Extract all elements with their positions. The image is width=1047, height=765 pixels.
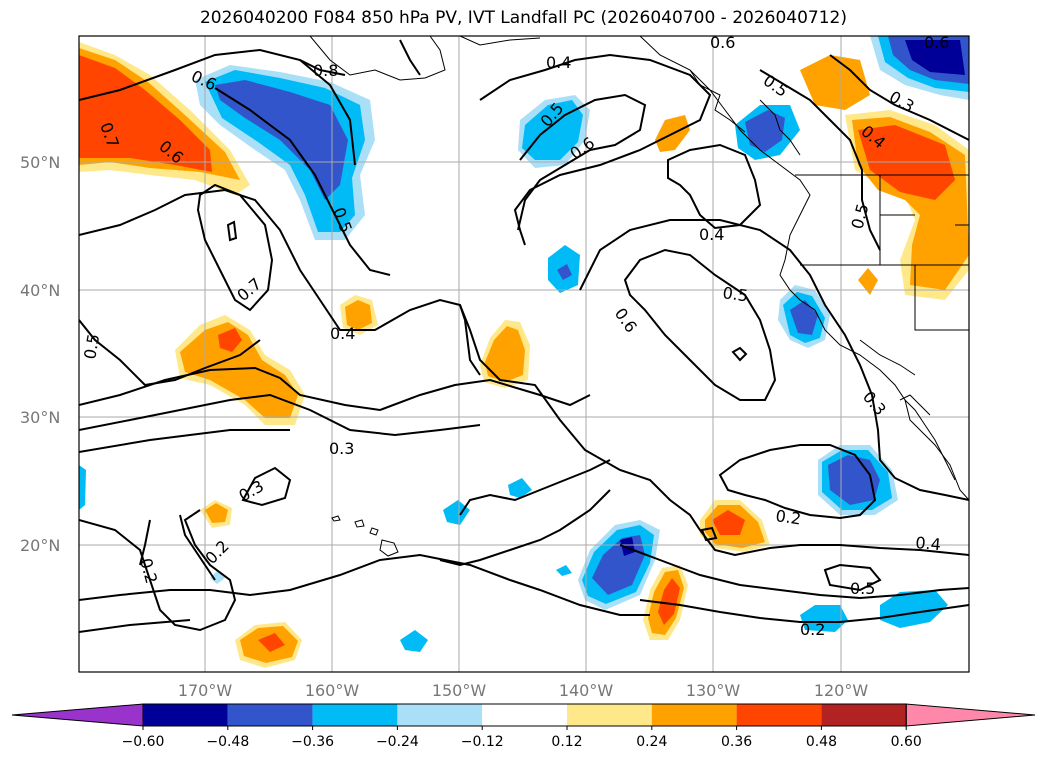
- colorbar-segment: [312, 704, 398, 726]
- contour-label: 0.5: [850, 579, 875, 598]
- colorbar-tick-label: −0.12: [461, 734, 504, 750]
- colorbar-segment: [143, 704, 228, 726]
- colorbar-tick-label: −0.60: [122, 734, 165, 750]
- colorbar-tick-label: 0.36: [721, 734, 752, 750]
- lat-label: 50°N: [20, 153, 60, 172]
- coastlines: [309, 36, 969, 501]
- colorbar-extend-low: [11, 703, 144, 727]
- colorbar-segment: [821, 704, 907, 726]
- colorbar-segment: [397, 704, 483, 726]
- colorbar-tick-label: 0.60: [891, 734, 922, 750]
- colorbar-extend-high: [905, 703, 1036, 727]
- colorbar-segment: [227, 704, 313, 726]
- colorbar-outline: [142, 703, 907, 727]
- lat-axis-labels: 50°N 40°N 30°N 20°N: [20, 153, 60, 555]
- lon-label: 120°W: [814, 681, 869, 700]
- colorbar-segment: [736, 704, 822, 726]
- colorbar-tick-label: −0.24: [376, 734, 419, 750]
- contour-label: 0.3: [329, 439, 354, 458]
- colorbar-segment: [567, 704, 652, 726]
- lon-label: 160°W: [305, 681, 360, 700]
- colorbar-segment: [651, 704, 737, 726]
- contour-label: 0.6: [710, 33, 735, 52]
- lat-label: 40°N: [20, 281, 60, 300]
- lon-label: 140°W: [559, 681, 614, 700]
- shaded-anomalies: [79, 36, 969, 668]
- map-title: 2026040200 F084 850 hPa PV, IVT Landfall…: [199, 8, 847, 28]
- contour-label: 0.5: [721, 283, 749, 305]
- contour-label: 0.2: [774, 506, 802, 528]
- lon-label: 150°W: [432, 681, 487, 700]
- pv-contours: [79, 39, 969, 633]
- lat-label: 30°N: [20, 408, 60, 427]
- lon-label: 170°W: [178, 681, 233, 700]
- colorbar-tick-label: −0.36: [291, 734, 334, 750]
- colorbar-segment: [482, 704, 567, 726]
- contour-label: 0.4: [546, 53, 571, 72]
- colorbar: −0.60 −0.48 −0.36 −0.24 −0.12 0.12 0.24 0.36 0.4…: [11, 703, 1036, 750]
- hawaii-islands: [331, 515, 399, 557]
- contour-label: 0.4: [330, 324, 355, 343]
- lon-axis-labels: 170°W 160°W 150°W 140°W 130°W 120°W: [178, 681, 869, 700]
- colorbar-tick-label: 0.12: [551, 734, 582, 750]
- plot-frame: [78, 35, 970, 673]
- colorbar-tick-label: −0.48: [206, 734, 249, 750]
- contour-label: 0.4: [699, 225, 724, 244]
- lat-label: 20°N: [20, 536, 60, 555]
- contour-label: 0.8: [313, 61, 338, 80]
- lon-label: 130°W: [686, 681, 741, 700]
- contour-label: 0.2: [800, 620, 825, 639]
- contour-label: 0.5: [80, 332, 103, 360]
- colorbar-tick-label: 0.24: [636, 734, 667, 750]
- colorbar-tick-label: 0.48: [806, 734, 837, 750]
- contour-label: 0.4: [915, 533, 942, 554]
- contour-label: 0.6: [924, 33, 949, 52]
